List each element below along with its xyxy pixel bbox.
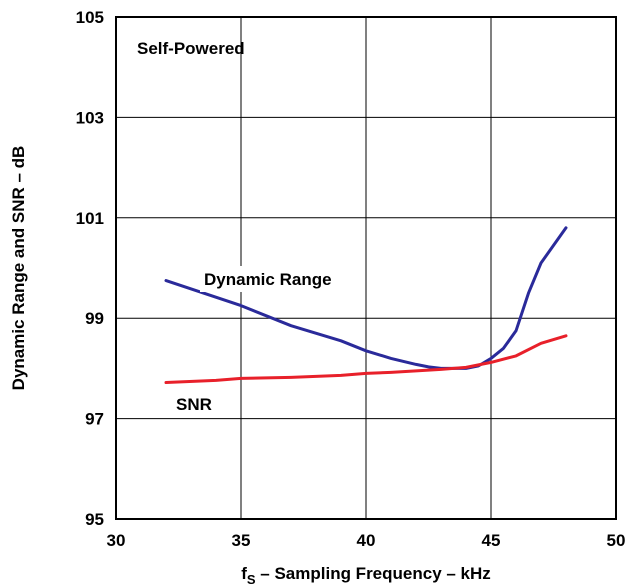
x-tick-label: 50 <box>607 531 626 550</box>
x-axis-title-f: f <box>241 564 247 583</box>
x-axis-title-rest: – Sampling Frequency – kHz <box>256 564 491 583</box>
x-tick-label: 45 <box>482 531 501 550</box>
snr-label: SNR <box>176 395 212 414</box>
x-tick-label: 40 <box>357 531 376 550</box>
y-tick-label: 105 <box>76 8 104 27</box>
series-layer <box>164 226 568 384</box>
series-line-snr <box>164 334 568 384</box>
y-tick-label: 101 <box>76 209 104 228</box>
x-tick-label: 35 <box>232 531 251 550</box>
x-axis-title-subscript: S <box>247 572 256 587</box>
gridlines <box>116 17 616 519</box>
x-tick-label: 30 <box>107 531 126 550</box>
y-tick-label: 97 <box>85 410 104 429</box>
plot-frame <box>115 16 617 520</box>
x-axis-title: fS – Sampling Frequency – kHz <box>241 564 491 587</box>
y-axis-title: Dynamic Range and SNR – dB <box>9 146 28 391</box>
y-tick-label: 99 <box>85 309 104 328</box>
y-tick-label: 95 <box>85 510 104 529</box>
dynamic-range-label-bg <box>200 266 362 292</box>
y-tick-label: 103 <box>76 108 104 127</box>
dynamic-range-label: Dynamic Range <box>204 270 332 289</box>
y-tick-labels: 95 97 99 101 103 105 <box>76 8 104 529</box>
snr-label-bg <box>172 391 224 417</box>
annotations: Self-Powered Dynamic Range SNR <box>137 39 362 417</box>
x-tick-labels: 30 35 40 45 50 <box>107 531 626 550</box>
condition-label: Self-Powered <box>137 39 245 58</box>
